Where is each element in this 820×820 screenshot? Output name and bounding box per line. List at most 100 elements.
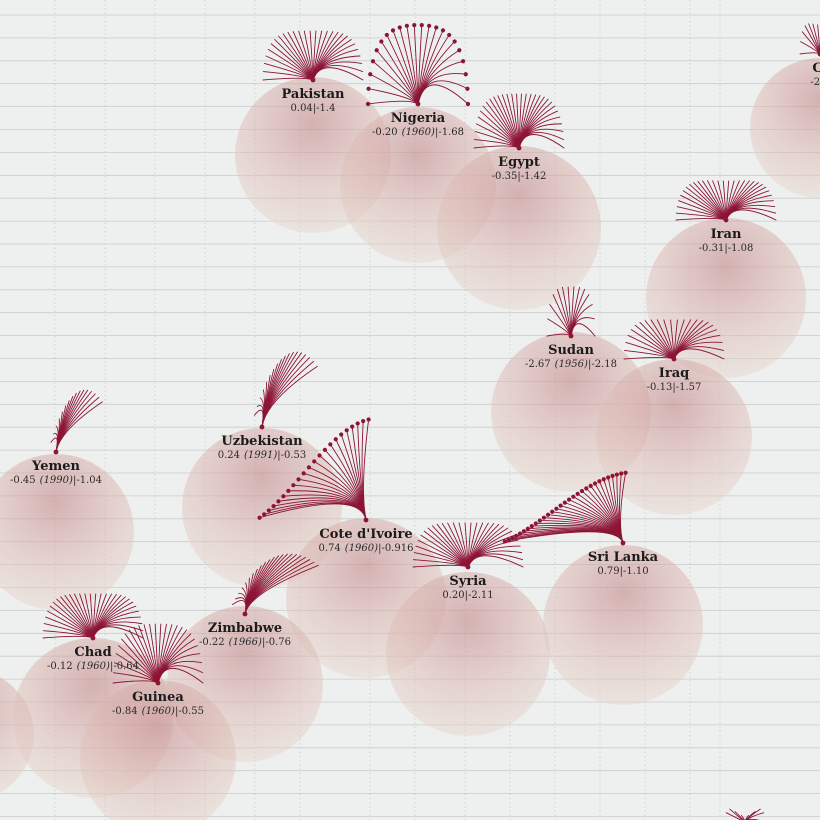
fan-dot	[361, 419, 366, 424]
value-separator: |	[724, 243, 727, 254]
fan-dot	[537, 518, 542, 523]
value-year: (1956)	[555, 359, 588, 370]
fan-dot	[606, 475, 611, 480]
fan-dot	[584, 486, 589, 491]
fan-dot	[452, 39, 457, 44]
country-name: Syria	[449, 574, 487, 589]
fan-dot	[286, 488, 291, 493]
value-year: (1966)	[229, 637, 262, 648]
country-values: -0.13|-1.57	[647, 382, 702, 393]
fan-strand	[312, 67, 364, 81]
fan-dot	[366, 417, 371, 422]
fan-dot	[350, 424, 355, 429]
edge-fan	[725, 808, 765, 820]
fan-dot	[514, 533, 519, 538]
country-values: -0.45 (1990)|-1.04	[10, 475, 102, 486]
value-year: (1991)	[244, 450, 277, 461]
fan-dot	[374, 48, 379, 53]
fan-dot	[379, 39, 384, 44]
value-a: 0.74	[319, 543, 341, 554]
country-cote-d-ivoire-fan	[257, 417, 371, 523]
fan-strand	[570, 323, 596, 337]
fan-dot	[447, 32, 452, 38]
value-b: -0.916	[381, 543, 413, 554]
fan-strand	[725, 209, 777, 221]
country-values: -0.35|-1.42	[492, 171, 547, 182]
fan-dot	[521, 529, 526, 534]
value-a: 0.24	[218, 450, 240, 461]
fan-dot	[510, 535, 515, 540]
fan-dot	[384, 32, 389, 38]
value-separator: |	[620, 566, 623, 577]
fan-strand	[746, 812, 765, 820]
value-year: (1960)	[77, 661, 110, 672]
fan-dot	[344, 428, 349, 433]
fan-strand	[367, 100, 419, 105]
fan-dot	[550, 509, 555, 514]
fan-dot	[419, 22, 424, 28]
fan-dot	[457, 48, 462, 53]
fan-dot	[592, 481, 598, 486]
fan-dot	[257, 515, 262, 520]
fan-dot	[266, 508, 271, 513]
value-b: -0.53	[281, 450, 307, 461]
fan-dot	[333, 437, 338, 442]
country-name: Zimbabwe	[208, 621, 282, 636]
bubble-sri-lanka	[543, 545, 703, 705]
fan-strand	[244, 565, 319, 615]
fan-strand	[725, 812, 742, 820]
fans	[42, 22, 820, 820]
fan-dot	[610, 473, 615, 478]
fan-strand	[549, 304, 572, 337]
fan-root	[465, 564, 471, 570]
fan-root	[817, 51, 820, 57]
country-syria-fan	[412, 522, 524, 570]
value-a: -0.31	[699, 243, 725, 254]
bubble-guinea	[80, 680, 236, 820]
fan-dot	[296, 477, 301, 482]
country-name: Chad	[74, 645, 111, 660]
fan-dot	[301, 471, 306, 476]
fan-dot	[322, 447, 328, 452]
fan-dot	[525, 526, 530, 531]
value-a: 0.04	[291, 103, 313, 114]
fan-dot	[614, 472, 619, 477]
value-b: -0.76	[265, 637, 291, 648]
country-name: Pakistan	[282, 87, 346, 102]
country-sudan-fan	[546, 286, 596, 339]
fan-dot	[427, 23, 432, 28]
bubble-yemen	[0, 454, 134, 610]
value-a: -0.20	[372, 127, 398, 138]
fan-strand	[92, 626, 144, 639]
fan-dot	[366, 86, 371, 91]
bubble-uzbekistan	[182, 428, 342, 588]
country-name: Iran	[711, 227, 742, 242]
fan-dot	[619, 471, 624, 476]
fan-strand	[729, 808, 744, 820]
value-separator: |	[435, 127, 438, 138]
fan-dot	[434, 25, 439, 30]
country-name: Guinea	[132, 690, 184, 705]
fan-strand	[42, 635, 94, 639]
fan-dot	[562, 500, 567, 505]
fan-strand	[261, 365, 318, 428]
value-separator: |	[277, 450, 280, 461]
value-a: -0.22	[199, 637, 225, 648]
fan-dot	[541, 515, 547, 520]
fan-dot	[554, 506, 559, 511]
country-name: Sudan	[548, 343, 594, 358]
fan-dot	[368, 72, 373, 77]
value-separator: |	[262, 637, 265, 648]
fan-root	[90, 635, 96, 641]
country-values: 0.24 (1991)|-0.53	[218, 450, 307, 461]
country-values: 0.20|-2.11	[442, 590, 493, 601]
value-b: -1.4	[316, 103, 335, 114]
fan-dot	[440, 28, 446, 33]
country-nigeria-fan	[365, 22, 471, 107]
country-pakistan-fan	[262, 30, 364, 83]
country-name: Cl	[812, 61, 820, 76]
country-name: Uzbekistan	[221, 434, 303, 449]
value-a: -0.12	[47, 661, 73, 672]
fan-strand	[157, 668, 204, 684]
value-year: (1990)	[40, 475, 73, 486]
